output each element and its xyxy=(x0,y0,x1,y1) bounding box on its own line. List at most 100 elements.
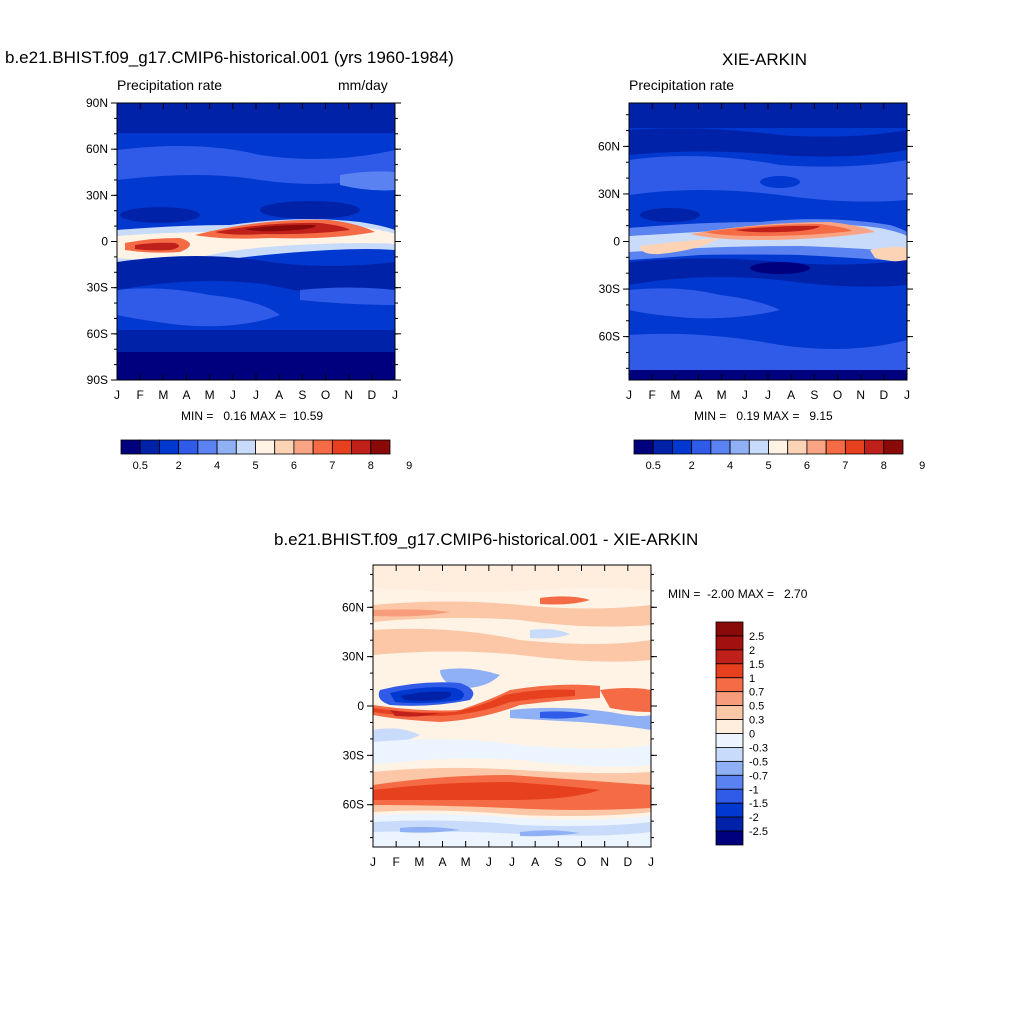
model-colorbar-swatch xyxy=(159,439,180,455)
model-xtick-label: J xyxy=(114,388,120,402)
diff-colorbar-label: -1.5 xyxy=(749,798,768,810)
diff-xtick-label: D xyxy=(623,855,632,869)
diff-colorbar-label: 2 xyxy=(749,645,755,657)
diff-ytick-label: 60N xyxy=(342,600,364,614)
diff-colorbar-swatch xyxy=(715,663,744,679)
model-colorbar-label: 0.5 xyxy=(133,460,148,472)
diff-colorbar-label: 0 xyxy=(749,729,755,741)
obs-colorbar-swatch xyxy=(787,439,808,455)
obs-colorbar-label: 4 xyxy=(727,460,733,472)
model-units-label: mm/day xyxy=(338,77,388,93)
diff-colorbar-swatch xyxy=(715,705,744,720)
model-colorbar-label: 5 xyxy=(252,460,258,472)
obs-colorbar-swatch xyxy=(825,439,846,455)
obs-xtick-label: A xyxy=(694,388,702,402)
obs-xtick-label: M xyxy=(717,388,727,402)
model-ytick-label: 60S xyxy=(87,327,108,341)
diff-ytick-label: 30N xyxy=(342,650,364,664)
model-xtick-label: A xyxy=(275,388,283,402)
diff-xtick-label: N xyxy=(600,855,609,869)
model-colorbar-swatch xyxy=(255,439,276,455)
obs-colorbar-swatch xyxy=(729,439,750,455)
obs-xtick-label: J xyxy=(765,388,771,402)
model-colorbar-label: 8 xyxy=(368,460,374,472)
model-colorbar-swatch xyxy=(312,439,333,455)
diff-xtick-label: S xyxy=(554,855,562,869)
model-colorbar-swatch xyxy=(216,439,237,455)
obs-colorbar-label: 8 xyxy=(881,460,887,472)
diff-colorbar-label: 0.3 xyxy=(749,715,764,727)
obs-colorbar-swatch xyxy=(691,439,712,455)
obs-colorbar-swatch xyxy=(710,439,731,455)
model-variable-label: Precipitation rate xyxy=(117,77,223,93)
obs-xtick-label: M xyxy=(670,388,680,402)
diff-xtick-label: J xyxy=(370,855,376,869)
model-colorbar-swatch xyxy=(120,439,141,455)
obs-colorbar-swatch xyxy=(864,439,885,455)
obs-colorbar-swatch xyxy=(633,439,654,455)
diff-colorbar-swatch xyxy=(715,830,744,846)
obs-colorbar-swatch xyxy=(806,439,827,455)
model-colorbar-swatch xyxy=(293,439,314,455)
diff-colorbar-swatch xyxy=(715,802,744,818)
diff-xtick-label: A xyxy=(531,855,539,869)
obs-xtick-label: J xyxy=(742,388,748,402)
diff-colorbar-swatch xyxy=(715,774,744,790)
diff-colorbar-swatch xyxy=(715,691,744,707)
obs-panel-title: XIE-ARKIN xyxy=(722,50,808,69)
obs-colorbar-swatch xyxy=(768,439,789,455)
model-colorbar-swatch xyxy=(274,439,295,455)
diff-colorbar-label: 0.7 xyxy=(749,687,764,699)
obs-colorbar-label: 0.5 xyxy=(646,460,661,472)
model-panel-title: b.e21.BHIST.f09_g17.CMIP6-historical.001… xyxy=(5,48,454,67)
diff-colorbar-swatch xyxy=(715,649,744,665)
model-colorbar-label: 7 xyxy=(329,460,335,472)
obs-colorbar-swatch xyxy=(883,439,904,455)
model-xtick-label: M xyxy=(205,388,215,402)
model-ytick-label: 30S xyxy=(87,281,108,295)
diff-xtick-label: F xyxy=(392,855,399,869)
obs-colorbar-label: 9 xyxy=(919,460,925,472)
obs-xtick-label: F xyxy=(648,388,655,402)
diff-colorbar-swatch xyxy=(715,760,744,776)
diff-colorbar-label: -0.5 xyxy=(749,756,768,768)
diff-xtick-label: J xyxy=(509,855,515,869)
model-xtick-label: J xyxy=(392,388,398,402)
model-xtick-label: N xyxy=(344,388,353,402)
model-xtick-label: O xyxy=(321,388,330,402)
model-colorbar-label: 9 xyxy=(406,460,412,472)
obs-xtick-label: J xyxy=(904,388,910,402)
model-xtick-label: J xyxy=(230,388,236,402)
diff-colorbar-swatch xyxy=(715,621,744,637)
model-xtick-label: J xyxy=(253,388,259,402)
obs-xtick-label: O xyxy=(833,388,842,402)
model-colorbar-label: 2 xyxy=(176,460,182,472)
model-colorbar-swatch xyxy=(331,439,352,455)
obs-xtick-label: D xyxy=(879,388,888,402)
diff-min-max: MIN = -2.00 MAX = 2.70 xyxy=(668,587,808,601)
diff-xtick-label: M xyxy=(461,855,471,869)
model-ytick-label: 30N xyxy=(86,188,108,202)
model-ytick-label: 60N xyxy=(86,142,108,156)
model-xtick-label: A xyxy=(182,388,190,402)
obs-ytick-label: 0 xyxy=(613,235,620,249)
obs-colorbar-label: 6 xyxy=(804,460,810,472)
model-xtick-label: S xyxy=(298,388,306,402)
model-colorbar-swatch xyxy=(197,439,218,455)
diff-ytick-label: 0 xyxy=(357,699,364,713)
diff-colorbar-label: 1.5 xyxy=(749,659,764,671)
obs-colorbar-label: 7 xyxy=(842,460,848,472)
diff-colorbar-label: -0.3 xyxy=(749,742,768,754)
diff-colorbar-label: 1 xyxy=(749,673,755,685)
diff-colorbar-swatch xyxy=(715,733,744,748)
diff-xtick-label: A xyxy=(438,855,446,869)
diff-colorbar-swatch xyxy=(715,788,744,804)
model-colorbar-swatch xyxy=(351,439,372,455)
diff-panel-title: b.e21.BHIST.f09_g17.CMIP6-historical.001… xyxy=(274,530,699,549)
diff-colorbar-label: -0.7 xyxy=(749,770,768,782)
model-colorbar-swatch xyxy=(235,439,256,455)
